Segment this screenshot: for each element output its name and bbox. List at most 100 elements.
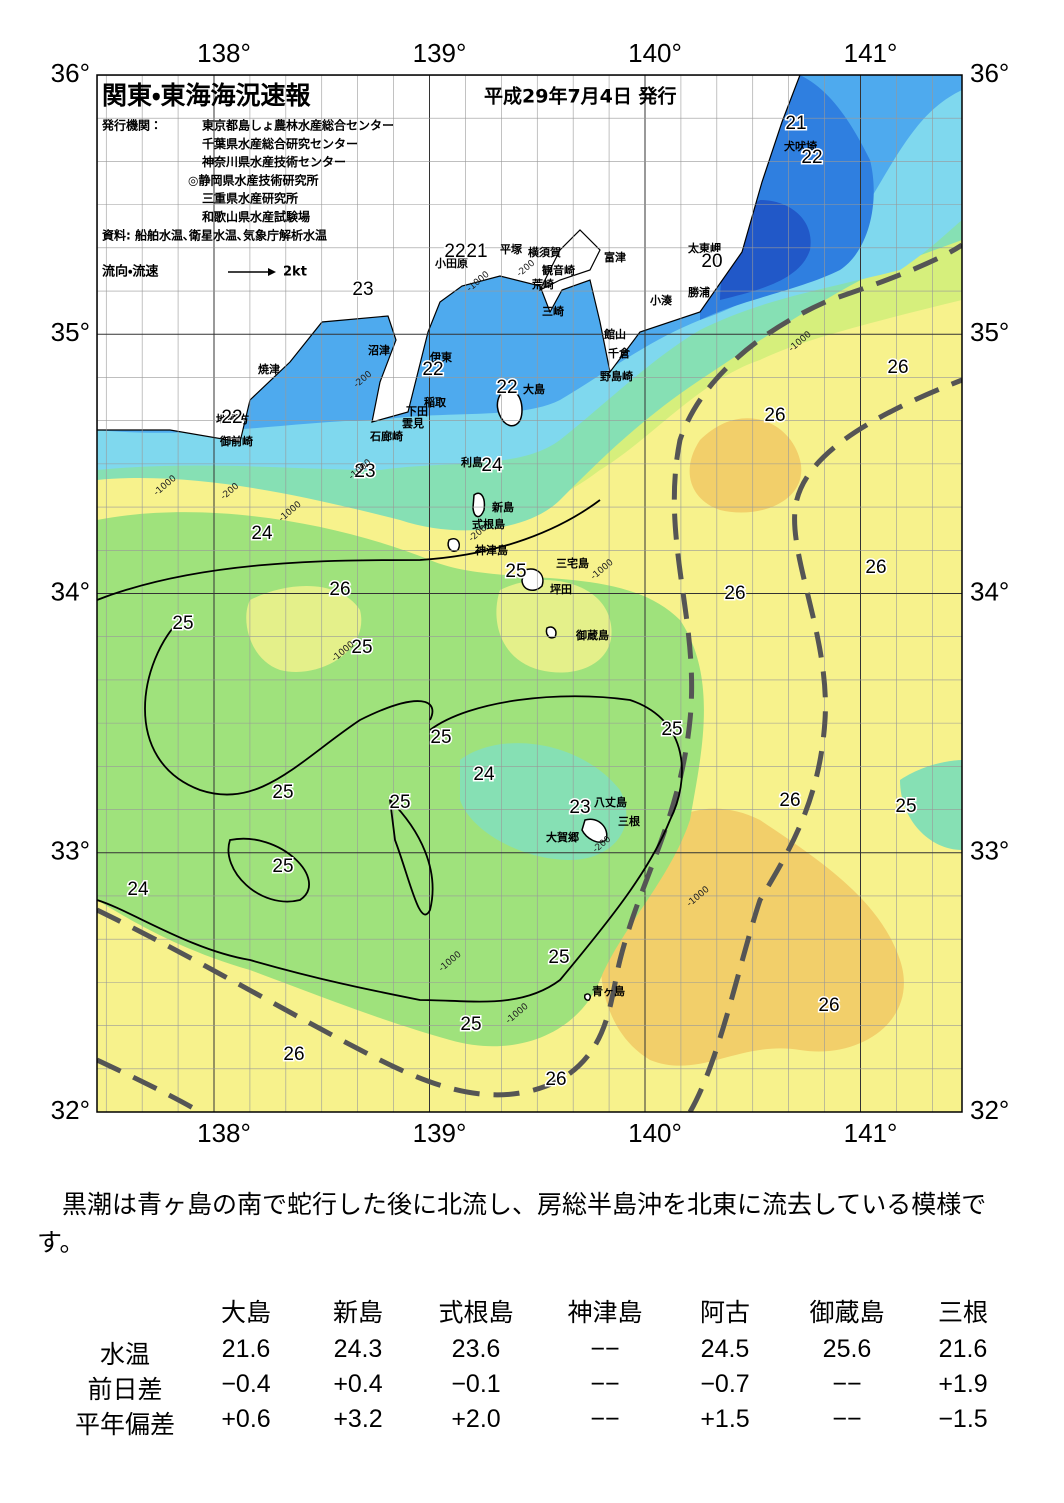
latitude-label: 35°	[970, 317, 1009, 347]
publisher: 神奈川県水産技術センター	[201, 154, 346, 169]
table-value: +3.2	[333, 1405, 383, 1433]
place-name: 神津島	[474, 543, 508, 557]
contour-label: 25	[661, 719, 682, 740]
place-name: 富津	[604, 250, 626, 264]
table-value: −−	[590, 1405, 620, 1433]
table-value: 21.6	[221, 1335, 271, 1363]
contour-label: 26	[724, 583, 745, 604]
place-name: 新島	[491, 500, 514, 514]
contour-label: 25	[430, 727, 451, 748]
legend-scale: 2kt	[283, 265, 307, 280]
publisher-label: 発行機関：	[101, 118, 162, 133]
isotherm	[97, 499, 601, 601]
map-frame	[96, 74, 963, 1113]
island	[496, 389, 523, 427]
table-value: −1.5	[938, 1405, 988, 1433]
latitude-label: 35°	[51, 317, 90, 347]
longitude-label: 140°	[628, 1118, 682, 1148]
row-header: 前日差	[87, 1375, 163, 1404]
contour-label: 24	[481, 455, 503, 476]
place-name: 横須賀	[528, 245, 561, 259]
column-header: 大島	[220, 1298, 272, 1327]
column-header: 神津島	[567, 1298, 643, 1327]
isotherm	[97, 695, 683, 1003]
contour-label: 26	[283, 1044, 304, 1065]
table-value: +1.9	[938, 1370, 988, 1398]
table-value: 25.6	[822, 1335, 872, 1363]
contour-label: 26	[887, 357, 908, 378]
data-source: 資料: 船舶水温､衛星水温､気象庁解析水温	[102, 228, 327, 243]
place-name: 御前崎	[219, 434, 253, 448]
contour-label: 22	[801, 147, 822, 168]
table-value: −−	[832, 1370, 862, 1398]
column-header: 新島	[332, 1298, 384, 1327]
row-header: 平年偏差	[74, 1410, 176, 1439]
table-value: −−	[590, 1370, 620, 1398]
place-name: 沼津	[368, 343, 390, 357]
column-header: 式根島	[438, 1298, 514, 1327]
contour-label: 26	[764, 405, 785, 426]
latitude-label: 32°	[51, 1095, 90, 1125]
latitude-label: 36°	[970, 58, 1009, 88]
place-name: 式根島	[472, 517, 505, 531]
place-name: 大賀郷	[546, 830, 579, 844]
place-name: 伊東	[429, 350, 453, 364]
contour-label: 25	[272, 856, 293, 877]
sea-warm	[600, 808, 904, 1066]
table-value: +1.5	[700, 1405, 750, 1433]
latitude-label: 33°	[51, 836, 90, 866]
place-name: 千倉	[608, 346, 631, 360]
place-name: 館山	[603, 327, 626, 341]
place-name: 小湊	[649, 293, 673, 307]
contour-label: 23	[569, 797, 590, 818]
summary-text: 黒潮は青ヶ島の南で蛇行した後に北流し、房総半島沖を北東に流去している模様です。	[37, 1190, 987, 1257]
column-header: 御蔵島	[809, 1298, 885, 1327]
table-value: −−	[832, 1405, 862, 1433]
legend-arrow-head	[268, 268, 276, 276]
place-name: 御蔵島	[575, 628, 609, 642]
place-name: 利島	[461, 455, 483, 469]
place-name: 三根	[618, 814, 641, 828]
island	[581, 818, 608, 843]
place-name: 焼津	[258, 362, 280, 376]
place-name: 小田原	[434, 256, 468, 270]
place-name: 大島	[523, 382, 545, 396]
contour-label: 25	[272, 782, 293, 803]
contour-label: 24	[473, 764, 495, 785]
longitude-label: 140°	[628, 38, 682, 68]
publisher: 和歌山県水産試験場	[201, 209, 310, 224]
longitude-label: 141°	[844, 38, 898, 68]
publisher: ◎静岡県水産技術研究所	[188, 172, 318, 187]
latitude-label: 34°	[970, 576, 1009, 606]
place-name: 稲取	[424, 395, 447, 409]
map-grid	[97, 75, 962, 1112]
longitude-label: 139°	[413, 38, 467, 68]
island	[472, 492, 486, 518]
contour-label: 24	[127, 879, 149, 900]
place-name: 青ヶ島	[592, 984, 625, 998]
table-value: −0.1	[451, 1370, 501, 1398]
place-name: 平塚	[500, 242, 523, 256]
latitude-label: 33°	[970, 836, 1009, 866]
map-title: 関東・東海海況速報	[102, 81, 312, 110]
publisher: 東京都島しょ農林水産総合センター	[202, 118, 394, 133]
table-value: 24.5	[700, 1335, 750, 1363]
table-value: −0.4	[221, 1370, 271, 1398]
contour-label: 21	[785, 113, 806, 134]
contour-label: 25	[351, 637, 372, 658]
place-name: 坪田	[550, 583, 572, 596]
table-value: −−	[590, 1335, 620, 1363]
sea-warm	[689, 418, 802, 513]
place-name: 勝浦	[688, 285, 710, 299]
contour-label: 26	[779, 790, 800, 811]
issue-date: 平成29年7月4日 発行	[484, 85, 677, 108]
place-name: 三崎	[542, 304, 564, 318]
place-name: 太東岬	[687, 241, 721, 255]
island	[584, 993, 591, 1001]
island	[447, 538, 461, 552]
contour-label: 25	[505, 561, 526, 582]
contour-label: 22	[496, 377, 517, 398]
sea-26	[246, 586, 362, 672]
